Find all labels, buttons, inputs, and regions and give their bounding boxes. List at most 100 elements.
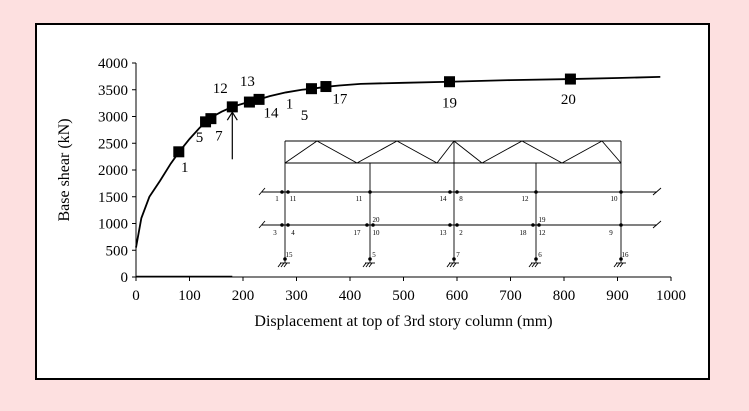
chart-frame: 0 500 1000 1500 2000 2500 3000 3500 4000 0 100 200 3… bbox=[35, 23, 710, 380]
frame-node-label: 6 bbox=[538, 251, 542, 259]
truss-diagonal bbox=[453, 140, 483, 164]
marker-label: 12 bbox=[213, 81, 228, 97]
marker-label: 17 bbox=[332, 92, 348, 108]
ground-hatch bbox=[362, 262, 367, 268]
plastic-hinge bbox=[286, 223, 290, 227]
data-marker bbox=[173, 146, 185, 158]
ground-hatch bbox=[368, 262, 373, 268]
plastic-hinge bbox=[537, 223, 541, 227]
data-marker bbox=[226, 101, 238, 113]
marker-label: 14 bbox=[264, 105, 280, 121]
x-tick-label: 300 bbox=[285, 288, 308, 304]
ground-hatch bbox=[616, 262, 621, 268]
plastic-hinge bbox=[455, 190, 459, 194]
frame-node-label: 5 bbox=[372, 251, 376, 259]
y-tick-label: 3000 bbox=[98, 110, 128, 126]
frame-node-label: 3 bbox=[273, 229, 277, 237]
x-tick-label: 100 bbox=[178, 288, 201, 304]
y-tick-label: 4000 bbox=[98, 56, 128, 72]
ground-hatch bbox=[452, 262, 457, 268]
data-marker bbox=[305, 83, 317, 95]
ground-hatch bbox=[280, 262, 285, 268]
break-mark bbox=[258, 220, 266, 229]
frame-node-label: 10 bbox=[611, 195, 619, 203]
frame-node-label: 16 bbox=[622, 251, 630, 259]
truss-diagonal bbox=[316, 140, 358, 164]
x-tick-label: 500 bbox=[392, 288, 415, 304]
ground-hatch bbox=[528, 262, 533, 268]
plastic-hinge bbox=[452, 257, 456, 261]
frame-node-label: 12 bbox=[539, 229, 547, 237]
plastic-hinge bbox=[534, 190, 538, 194]
plastic-hinge bbox=[619, 223, 623, 227]
x-tick-label: 0 bbox=[132, 288, 140, 304]
truss-diagonal bbox=[481, 140, 523, 164]
x-tick-label: 600 bbox=[446, 288, 469, 304]
data-marker bbox=[444, 76, 456, 88]
x-axis-label: Displacement at top of 3rd story column … bbox=[254, 313, 552, 330]
y-axis-label: Base shear (kN) bbox=[56, 118, 73, 221]
data-marker bbox=[320, 81, 332, 93]
y-tick-label: 3500 bbox=[98, 83, 128, 99]
plastic-hinge bbox=[531, 223, 535, 227]
marker-label: 13 bbox=[240, 74, 255, 90]
plastic-hinge bbox=[448, 190, 452, 194]
plastic-hinge bbox=[280, 223, 284, 227]
ground-hatch bbox=[531, 262, 536, 268]
plastic-hinge bbox=[365, 223, 369, 227]
truss-diagonal bbox=[436, 140, 455, 164]
frame-node-label: 2 bbox=[459, 229, 463, 237]
break-mark bbox=[652, 220, 662, 229]
plastic-hinge bbox=[448, 223, 452, 227]
plastic-hinge bbox=[619, 257, 623, 261]
plastic-hinge bbox=[619, 190, 623, 194]
frame-node-label: 18 bbox=[520, 229, 528, 237]
series-line bbox=[135, 76, 661, 248]
marker-label: 7 bbox=[215, 129, 223, 145]
y-tick-label: 2500 bbox=[98, 136, 128, 152]
data-marker bbox=[253, 93, 265, 105]
y-tick-label: 2000 bbox=[98, 163, 128, 179]
marker-label: 19 bbox=[442, 96, 457, 112]
frame-node-label: 10 bbox=[373, 229, 381, 237]
x-tick-label: 400 bbox=[339, 288, 362, 304]
frame-node-label: 19 bbox=[539, 216, 547, 224]
x-tick-label: 900 bbox=[606, 288, 629, 304]
frame-inset-diagram bbox=[258, 140, 662, 268]
ground-hatch bbox=[283, 262, 288, 268]
ground-hatch bbox=[613, 262, 618, 268]
break-mark bbox=[258, 187, 266, 196]
ground-hatch bbox=[619, 262, 624, 268]
marker-label: 1 bbox=[181, 160, 189, 176]
y-tick-label: 0 bbox=[121, 270, 129, 286]
frame-node-label: 12 bbox=[522, 195, 530, 203]
truss-diagonal bbox=[521, 140, 563, 164]
marker-label: 1 bbox=[286, 97, 294, 113]
frame-node-label: 7 bbox=[456, 251, 460, 259]
frame-node-label: 4 bbox=[291, 229, 295, 237]
truss-diagonal bbox=[396, 140, 438, 164]
frame-node-label: 11 bbox=[356, 195, 363, 203]
frame-node-label: 17 bbox=[354, 229, 362, 237]
plastic-hinge bbox=[280, 190, 284, 194]
plastic-hinge bbox=[283, 257, 287, 261]
marker-label: 20 bbox=[561, 92, 576, 108]
frame-node-label: 14 bbox=[440, 195, 448, 203]
frame-node-label: 9 bbox=[609, 229, 613, 237]
plastic-hinge bbox=[455, 223, 459, 227]
ground-hatch bbox=[449, 262, 454, 268]
truss-diagonal bbox=[356, 140, 398, 164]
y-tick-label: 500 bbox=[106, 243, 129, 259]
data-marker bbox=[243, 96, 255, 108]
ground-hatch bbox=[365, 262, 370, 268]
y-tick-label: 1500 bbox=[98, 190, 128, 206]
marker-label: 5 bbox=[196, 130, 204, 146]
frame-node-label: 20 bbox=[373, 216, 381, 224]
ground-hatch bbox=[277, 262, 282, 268]
extra-annotation: 5 bbox=[301, 108, 309, 124]
arrow-head bbox=[226, 111, 238, 121]
frame-node-label: 1 bbox=[275, 195, 279, 203]
plastic-hinge bbox=[368, 257, 372, 261]
x-tick-label: 200 bbox=[232, 288, 255, 304]
